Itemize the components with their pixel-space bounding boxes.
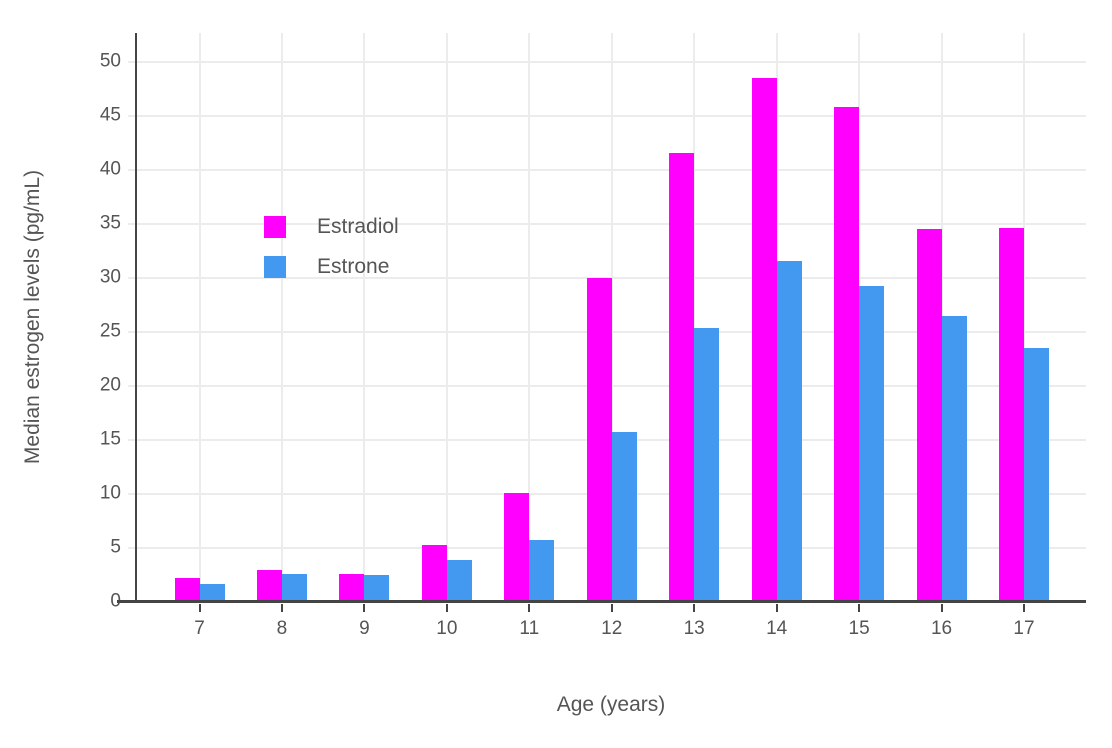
x-tick-7	[198, 604, 201, 612]
legend-item-estradiol[interactable]: Estradiol	[264, 215, 399, 239]
legend-item-estrone[interactable]: Estrone	[264, 255, 399, 279]
legend-label-estrone: Estrone	[317, 255, 390, 278]
x-axis-line	[117, 600, 1086, 603]
y-tick-50	[128, 61, 137, 63]
x-tick-label-9: 9	[359, 618, 370, 639]
bar-estrone-age-10	[446, 559, 472, 602]
bar-estradiol-age-14	[751, 78, 777, 602]
x-gridline-13	[693, 33, 696, 602]
x-tick-label-17: 17	[1013, 618, 1035, 639]
x-axis-title: Age (years)	[556, 693, 666, 716]
y-tick-label-25: 25	[99, 320, 121, 342]
bar-estradiol-age-11	[504, 492, 530, 602]
x-tick-label-13: 13	[683, 618, 705, 639]
y-axis-line	[135, 33, 137, 602]
bar-estradiol-age-16	[916, 229, 942, 602]
bar-estrone-age-17	[1024, 348, 1049, 602]
x-gridline-10	[445, 33, 448, 602]
legend-swatch-estrone	[264, 256, 286, 278]
bar-estrone-age-12	[611, 432, 637, 602]
y-tick-35	[128, 223, 137, 225]
x-tick-13	[693, 604, 696, 612]
y-tick-label-45: 45	[99, 104, 121, 126]
bar-estradiol-age-10	[421, 544, 447, 602]
y-tick-label-5: 5	[110, 536, 121, 558]
y-tick-40	[128, 169, 137, 171]
x-gridline-7	[198, 33, 201, 602]
bar-estrone-age-9	[364, 575, 390, 602]
legend-label-estradiol: Estradiol	[317, 215, 399, 238]
bar-estradiol-age-12	[586, 278, 612, 602]
y-tick-label-35: 35	[99, 212, 121, 234]
bar-estradiol-age-9	[339, 573, 365, 602]
y-tick-label-0: 0	[110, 590, 121, 612]
x-tick-14	[775, 604, 778, 612]
y-tick-30	[128, 277, 137, 279]
y-tick-label-10: 10	[99, 482, 121, 504]
x-tick-12	[610, 604, 613, 612]
y-tick-45	[128, 115, 137, 117]
x-tick-8	[280, 604, 283, 612]
plot-area: 0 5 10 15 20 25 30 35 40 45 50 7 8 9 10 11 12 13 14 15 16 17	[100, 33, 1086, 639]
x-tick-label-7: 7	[194, 618, 205, 639]
bar-estradiol-age-13	[669, 152, 695, 602]
x-tick-15	[858, 604, 861, 612]
bar-estrone-age-8	[281, 573, 307, 602]
y-tick-25	[128, 331, 137, 333]
x-tick-16	[940, 604, 943, 612]
y-tick-label-15: 15	[99, 428, 121, 450]
x-tick-label-16: 16	[930, 618, 953, 639]
x-tick-label-11: 11	[519, 618, 540, 639]
bar-estradiol-age-17	[999, 228, 1024, 602]
x-tick-label-15: 15	[848, 618, 870, 639]
bar-estrone-age-11	[529, 540, 555, 602]
y-tick-label-50: 50	[99, 50, 121, 72]
bar-estrone-age-14	[776, 260, 802, 602]
x-gridline-17	[1023, 33, 1025, 602]
x-tick-label-14: 14	[766, 618, 788, 639]
x-tick-11	[528, 604, 531, 612]
y-tick-5	[128, 547, 137, 549]
y-tick-label-20: 20	[99, 374, 121, 396]
bar-estradiol-age-15	[834, 107, 860, 602]
bar-estradiol-age-8	[256, 569, 282, 602]
x-tick-label-12: 12	[601, 618, 623, 639]
legend-swatch-estradiol	[264, 216, 286, 238]
y-tick-label-30: 30	[99, 266, 121, 288]
x-gridline-11	[528, 33, 531, 602]
x-gridline-12	[610, 33, 613, 602]
bar-estrone-age-7	[199, 583, 225, 602]
y-tick-10	[128, 493, 137, 495]
bar-estrone-age-13	[694, 327, 720, 602]
bar-estradiol-age-7	[174, 578, 200, 602]
x-tick-17	[1023, 604, 1025, 612]
x-tick-label-10: 10	[436, 618, 458, 639]
y-tick-label-40: 40	[99, 158, 121, 180]
legend: Estradiol Estrone	[264, 215, 399, 279]
x-gridline-8	[280, 33, 283, 602]
y-axis-title: Median estrogen levels (pg/mL)	[21, 169, 44, 465]
y-tick-15	[128, 439, 137, 441]
x-gridline-9	[363, 33, 366, 602]
x-tick-10	[445, 604, 448, 612]
bar-estrone-age-16	[941, 315, 967, 602]
x-tick-label-8: 8	[276, 618, 288, 639]
y-tick-20	[128, 385, 137, 387]
bar-estrone-age-15	[859, 285, 885, 602]
x-tick-9	[363, 604, 366, 612]
